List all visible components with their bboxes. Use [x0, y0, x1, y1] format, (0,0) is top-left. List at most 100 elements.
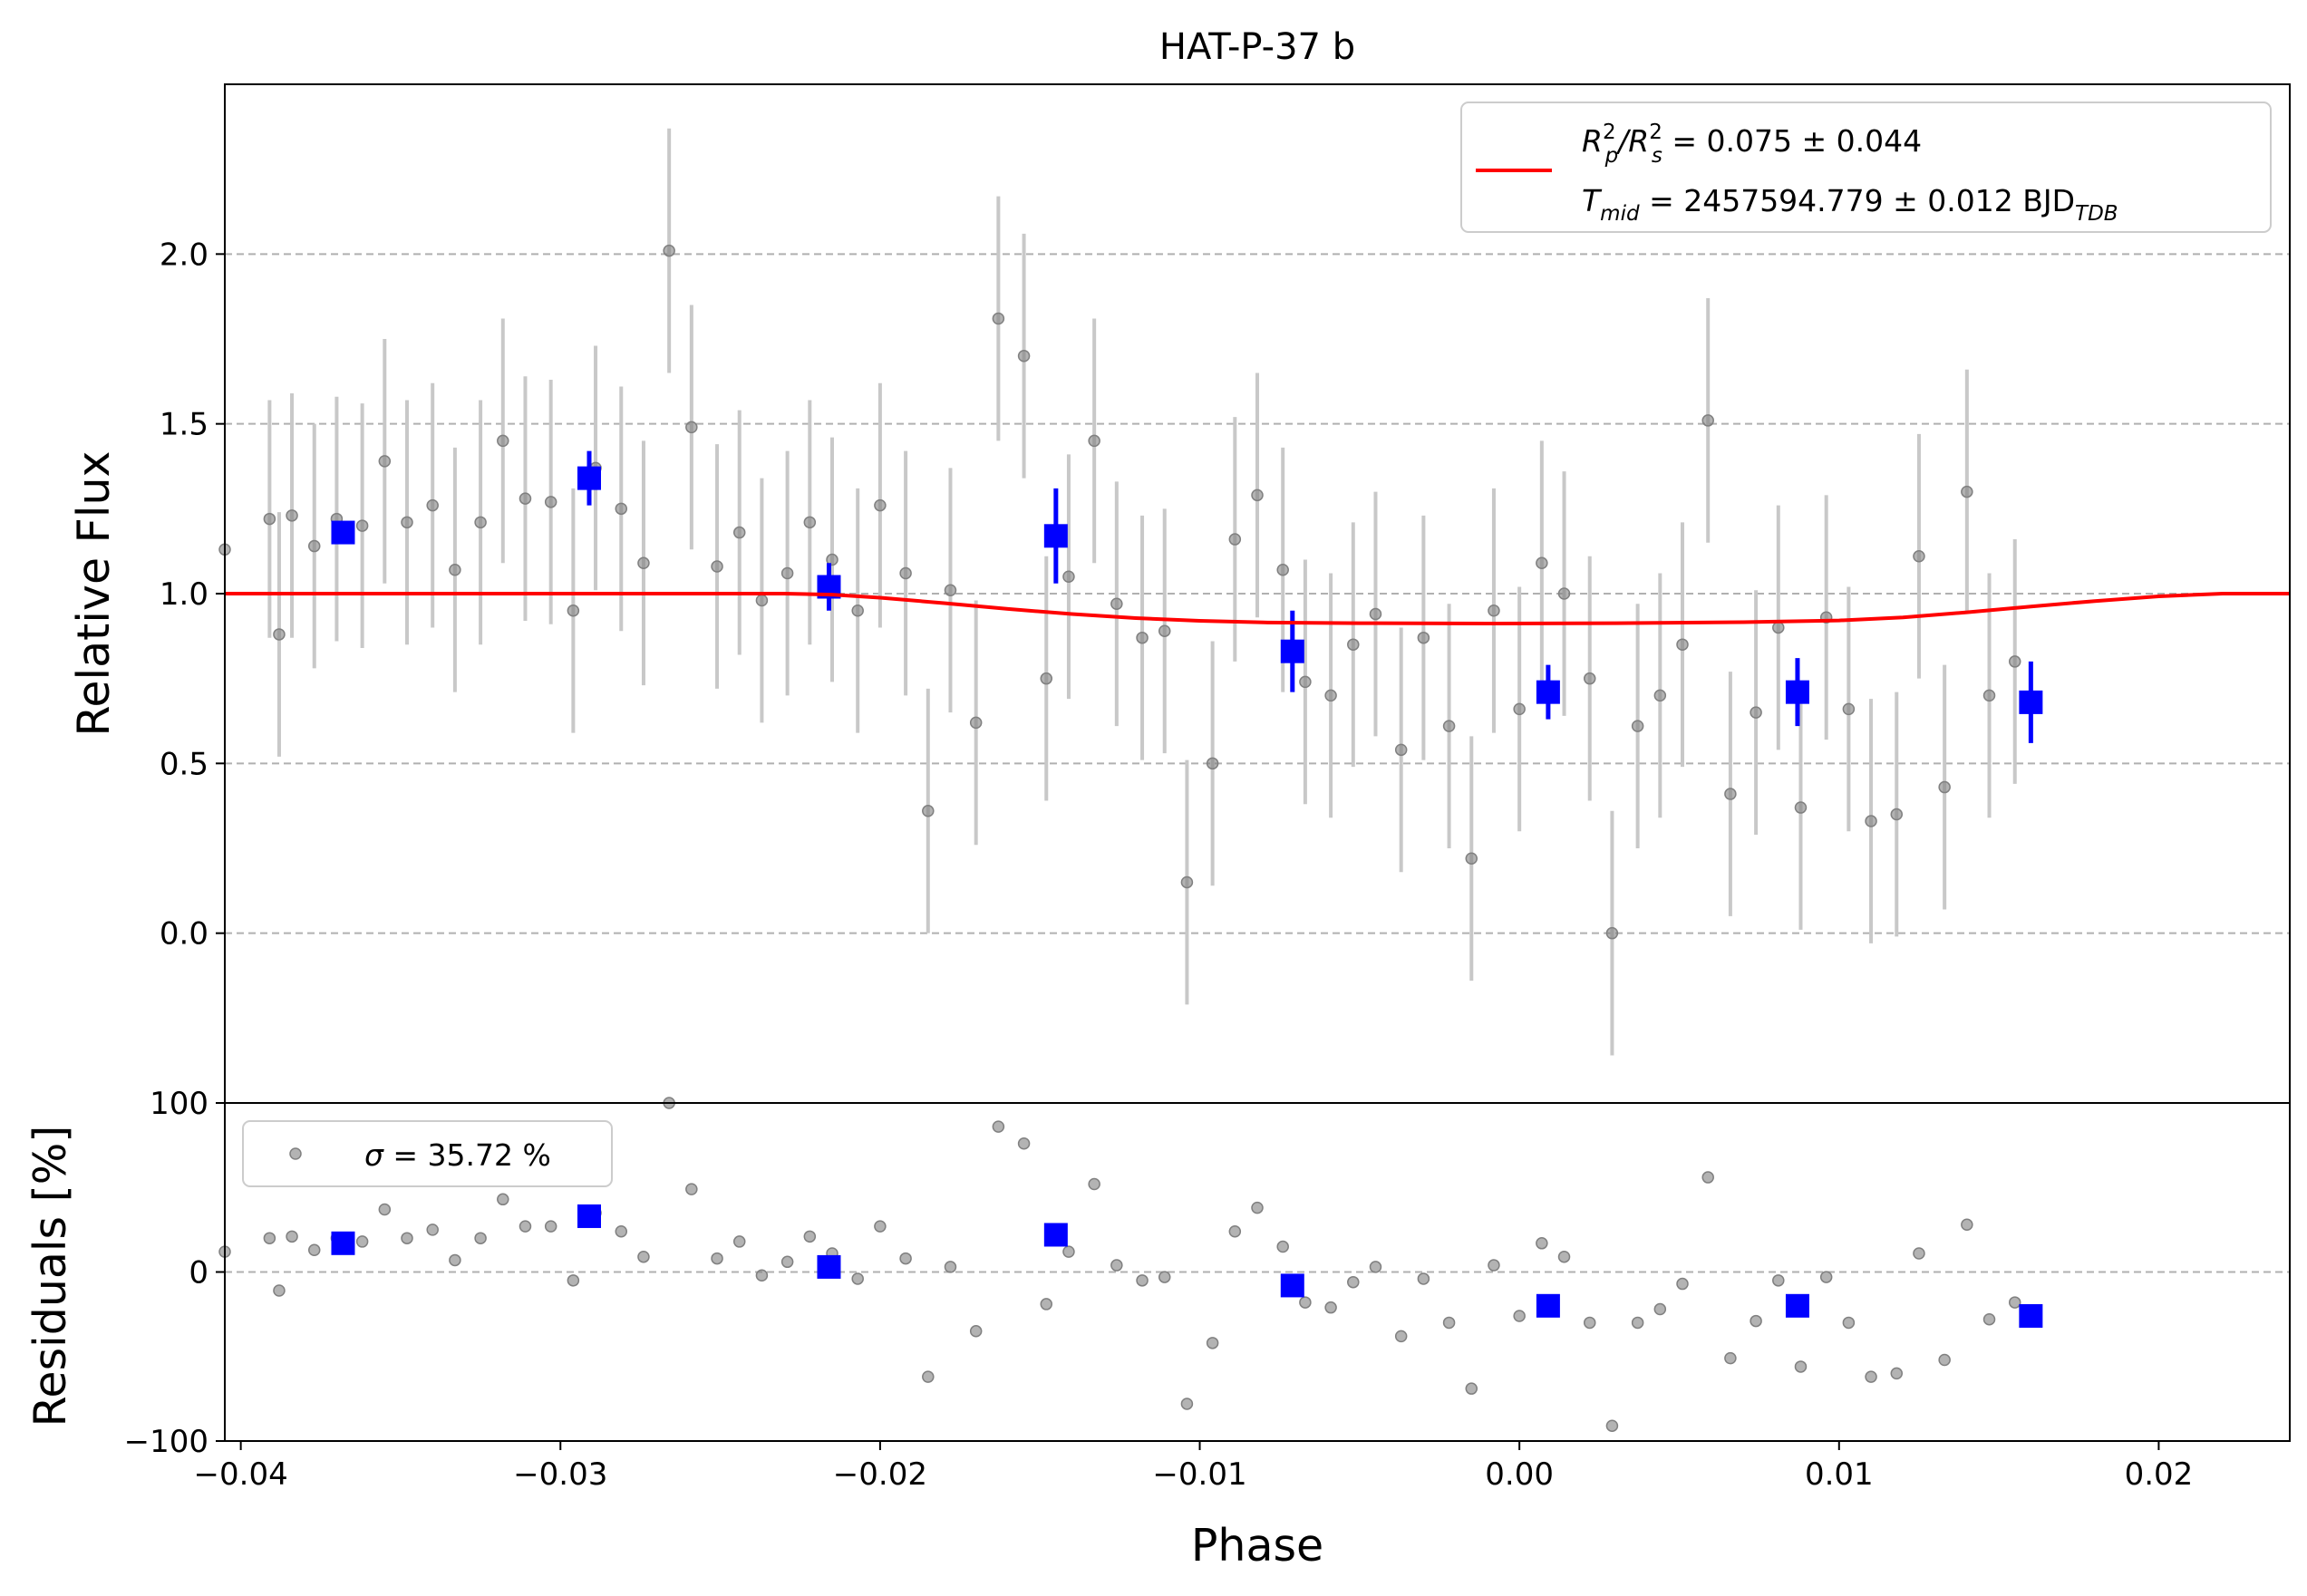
- flux-point: [1158, 624, 1171, 637]
- residual-point: [497, 1193, 509, 1206]
- flux-point: [1631, 720, 1644, 732]
- residual-point: [1228, 1224, 1242, 1238]
- flux-point: [1750, 706, 1762, 719]
- residual-point: [1961, 1218, 1973, 1232]
- flux-y-tick-label: 0.5: [160, 746, 208, 782]
- flux-point: [544, 496, 557, 508]
- flux-point: [1513, 702, 1526, 716]
- flux-point: [1017, 349, 1031, 363]
- flux-point: [732, 526, 746, 539]
- residual-point: [286, 1230, 298, 1243]
- residual-point: [1750, 1314, 1762, 1328]
- flux-point: [1772, 621, 1785, 634]
- residual-binned-point: [1785, 1293, 1809, 1318]
- residual-point: [1276, 1240, 1289, 1253]
- residual-point: [1417, 1272, 1430, 1285]
- residual-point: [899, 1252, 912, 1265]
- residual-point: [1442, 1316, 1456, 1330]
- flux-point: [286, 509, 298, 522]
- residual-point: [1206, 1337, 1219, 1349]
- residual-point: [263, 1232, 276, 1244]
- legend-sigma-entry: σ = 35.72 %: [364, 1137, 551, 1173]
- residual-point: [1653, 1302, 1667, 1316]
- flux-point: [497, 434, 509, 448]
- flux-point: [1488, 604, 1500, 617]
- residual-point: [1299, 1296, 1312, 1309]
- residual-point: [755, 1269, 769, 1282]
- phase-x-axis-label: Phase: [1191, 1520, 1323, 1572]
- flux-point: [2008, 655, 2021, 668]
- flux-point: [1583, 672, 1596, 685]
- residual-point: [1394, 1330, 1408, 1343]
- residual-point: [519, 1220, 532, 1233]
- residual-point: [1465, 1382, 1478, 1395]
- flux-point: [1605, 926, 1619, 940]
- flux-point: [969, 716, 983, 730]
- flux-point: [401, 516, 413, 529]
- flux-point: [615, 502, 628, 516]
- flux-point: [307, 539, 321, 553]
- residual-point: [874, 1220, 887, 1233]
- residual-point: [449, 1253, 461, 1267]
- residual-point: [1324, 1301, 1337, 1314]
- residual-point: [1913, 1247, 1925, 1260]
- flux-y-ticks: 0.0 0.5 1.0 1.5 2.0: [160, 237, 225, 953]
- binned-point: [577, 466, 601, 490]
- flux-points: [218, 244, 2021, 940]
- residual-point: [378, 1203, 392, 1216]
- phase-x-tick-label: −0.03: [513, 1456, 607, 1493]
- flux-point: [663, 244, 675, 257]
- residual-point: [711, 1252, 723, 1265]
- residual-point: [992, 1120, 1005, 1133]
- flux-point: [1865, 815, 1877, 827]
- binned-point: [331, 520, 355, 545]
- binned-point: [1280, 639, 1304, 663]
- residual-point: [544, 1220, 557, 1233]
- residuals-legend-box: [242, 1120, 613, 1187]
- residual-point: [1513, 1310, 1526, 1322]
- residual-point: [1583, 1316, 1596, 1330]
- flux-point: [1347, 638, 1360, 651]
- phase-x-tick-label: 0.02: [2125, 1456, 2194, 1493]
- flux-point: [426, 498, 439, 512]
- residual-point: [1701, 1171, 1714, 1184]
- residual-point: [1088, 1177, 1100, 1191]
- binned-point: [2019, 690, 2043, 714]
- residual-point: [732, 1235, 746, 1248]
- flux-point: [1653, 689, 1667, 702]
- residual-point: [1890, 1367, 1904, 1380]
- residual-point: [2008, 1296, 2021, 1309]
- phase-x-tick-label: −0.02: [833, 1456, 927, 1493]
- flux-point: [1442, 720, 1456, 732]
- flux-y-axis-label: Relative Flux: [68, 450, 120, 736]
- flux-point: [851, 604, 864, 617]
- residual-point: [1017, 1137, 1031, 1150]
- flux-point: [1794, 801, 1808, 814]
- flux-point: [874, 498, 887, 512]
- residual-point: [1724, 1351, 1737, 1365]
- residual-point: [474, 1232, 487, 1244]
- flux-legend-box: [1460, 102, 2272, 233]
- residual-point: [1631, 1316, 1644, 1330]
- residual-point: [1842, 1316, 1856, 1330]
- flux-point: [755, 594, 769, 607]
- residual-point: [1040, 1298, 1053, 1311]
- residual-point: [1110, 1259, 1123, 1272]
- flux-point: [273, 628, 286, 641]
- residual-point: [1819, 1271, 1833, 1283]
- residual-point: [1369, 1261, 1382, 1273]
- residual-binned-point: [1043, 1223, 1068, 1247]
- flux-point: [1276, 564, 1289, 576]
- residual-point: [1772, 1274, 1785, 1287]
- residual-point: [1180, 1398, 1194, 1410]
- residuals-y-tick-label: 100: [150, 1086, 208, 1122]
- flux-point: [780, 566, 794, 580]
- residual-point: [1536, 1237, 1548, 1250]
- flux-point: [1982, 689, 1996, 702]
- binned-point: [1043, 524, 1068, 548]
- flux-binned-points: [331, 450, 2043, 743]
- residual-point: [1605, 1419, 1619, 1432]
- flux-point: [1136, 631, 1149, 644]
- flux-point: [1417, 631, 1430, 644]
- chart-title: HAT-P-37 b: [1159, 26, 1355, 68]
